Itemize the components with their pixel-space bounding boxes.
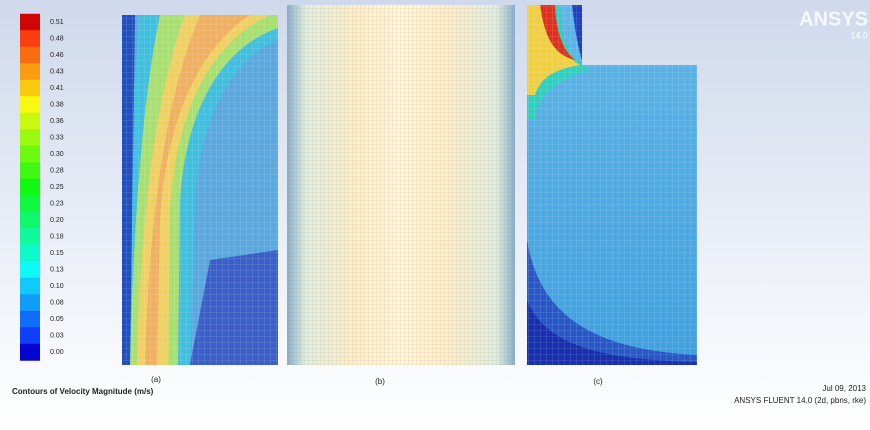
colorbar-label: 0.30 bbox=[50, 151, 64, 158]
fluent-window: 0.51 0.48 0.46 0.43 0.41 0.38 0.36 0.33 0.30 0.28… bbox=[0, 0, 870, 425]
colorbar-swatch bbox=[20, 47, 40, 64]
panel-label: (c) bbox=[593, 377, 603, 386]
colorbar-swatch bbox=[20, 80, 40, 97]
colorbar-label: 0.48 bbox=[50, 35, 64, 42]
footer-software: ANSYS FLUENT 14.0 (2d, pbns, rke) bbox=[734, 396, 866, 405]
colorbar-swatch bbox=[20, 129, 40, 146]
colorbar-label: 0.41 bbox=[50, 85, 64, 92]
footer-title: Contours of Velocity Magnitude (m/s) bbox=[12, 387, 154, 396]
colorbar-label: 0.23 bbox=[50, 200, 64, 207]
colorbar-label: 0.18 bbox=[50, 233, 64, 240]
colorbar-swatch bbox=[20, 179, 40, 196]
colorbar-swatch bbox=[20, 228, 40, 245]
colorbar-label: 0.33 bbox=[50, 134, 64, 141]
colorbar-swatch bbox=[20, 245, 40, 262]
colorbar-label: 0.20 bbox=[50, 217, 64, 224]
colorbar-label: 0.03 bbox=[50, 332, 64, 339]
logo-brand: ANSYS bbox=[799, 8, 868, 30]
logo-version: 14.0 bbox=[850, 30, 868, 40]
colorbar-swatch bbox=[20, 212, 40, 229]
colorbar-label: 0.08 bbox=[50, 299, 64, 306]
colorbar-label: 0.46 bbox=[50, 52, 64, 59]
colorbar-swatch bbox=[20, 261, 40, 278]
colorbar-label: 0.25 bbox=[50, 184, 64, 191]
colorbar-swatch bbox=[20, 278, 40, 295]
colorbar-swatch bbox=[20, 96, 40, 113]
panel-label: (b) bbox=[375, 377, 385, 386]
colorbar-swatch bbox=[20, 14, 40, 31]
colorbar-swatch bbox=[20, 146, 40, 163]
colorbar-label: 0.43 bbox=[50, 68, 64, 75]
colorbar-label: 0.28 bbox=[50, 167, 64, 174]
colorbar-swatch bbox=[20, 294, 40, 311]
colorbar-swatch bbox=[20, 113, 40, 130]
panel-label: (a) bbox=[151, 375, 161, 384]
colorbar-label: 0.13 bbox=[50, 266, 64, 273]
colorbar-label: 0.05 bbox=[50, 316, 64, 323]
panel-a-contour bbox=[122, 15, 278, 365]
colorbar-swatch bbox=[20, 63, 40, 80]
colorbar-swatch bbox=[20, 30, 40, 47]
colorbar-swatch bbox=[20, 162, 40, 179]
colorbar-swatch bbox=[20, 344, 40, 361]
colorbar-swatch bbox=[20, 311, 40, 328]
colorbar-label: 0.36 bbox=[50, 118, 64, 125]
colorbar-swatch bbox=[20, 327, 40, 344]
colorbar-label: 0.00 bbox=[50, 349, 64, 356]
colorbar-label: 0.38 bbox=[50, 101, 64, 108]
colorbar-label: 0.51 bbox=[50, 19, 64, 26]
footer-date: Jul 09, 2013 bbox=[822, 384, 866, 393]
panel-b-contour bbox=[287, 5, 515, 365]
colorbar-swatch bbox=[20, 195, 40, 212]
colorbar-label: 0.15 bbox=[50, 250, 64, 257]
colorbar-label: 0.10 bbox=[50, 283, 64, 290]
